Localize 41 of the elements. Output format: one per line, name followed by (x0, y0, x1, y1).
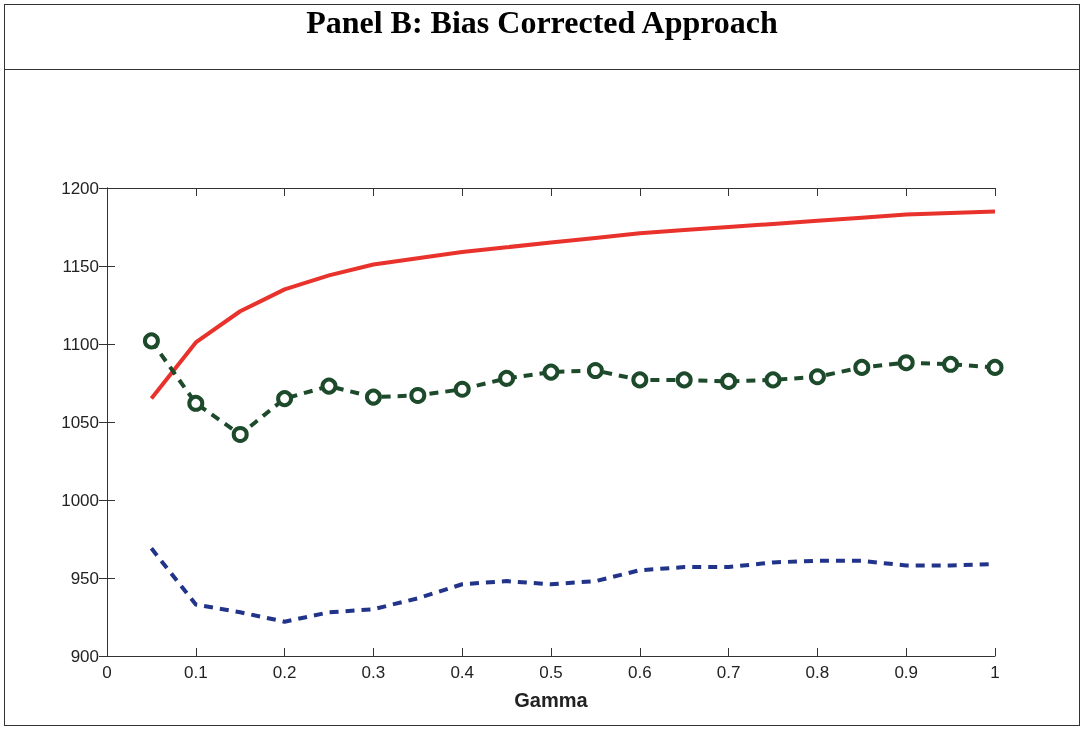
chart-title: Panel B: Bias Corrected Approach (4, 4, 1080, 70)
point (542, 363, 560, 381)
x-tick-label: 0.3 (361, 663, 386, 682)
point (720, 372, 738, 390)
y-tick-label: 950 (70, 568, 99, 588)
point (897, 354, 915, 372)
point (364, 388, 382, 406)
x-tick-label: 0.6 (627, 663, 652, 682)
point (853, 358, 871, 376)
x-tick-label: 0.4 (450, 663, 475, 682)
x-tick-label: 0.1 (183, 663, 208, 682)
y-tick-label: 900 (70, 646, 99, 666)
x-tick-label: 0.2 (272, 663, 297, 682)
x-tick-label: 1 (990, 663, 1000, 682)
x-tick-label: 0.8 (805, 663, 830, 682)
point (986, 358, 1004, 376)
x-tick-label: 0.9 (894, 663, 919, 682)
point (231, 425, 249, 443)
point (320, 377, 338, 395)
point (808, 368, 826, 386)
y-tick-label: 1050 (61, 412, 99, 432)
point (409, 386, 427, 404)
x-tick-label: 0.5 (539, 663, 563, 682)
point (764, 371, 782, 389)
line-series (149, 209, 997, 401)
point (631, 371, 649, 389)
x-tick-label: 0.7 (716, 663, 741, 682)
point (142, 332, 160, 350)
y-tick-label: 1000 (61, 490, 99, 510)
point (675, 371, 693, 389)
x-tick-label: 0 (102, 663, 112, 682)
point (276, 390, 294, 408)
y-tick-label: 1100 (62, 334, 99, 354)
y-tick-label: 1150 (62, 256, 99, 276)
point (498, 369, 516, 387)
point (942, 355, 960, 373)
x-axis-title: Gamma (514, 689, 589, 711)
y-tick-label: 1200 (61, 178, 99, 198)
point (453, 380, 471, 398)
point (586, 362, 604, 380)
point (187, 394, 205, 412)
